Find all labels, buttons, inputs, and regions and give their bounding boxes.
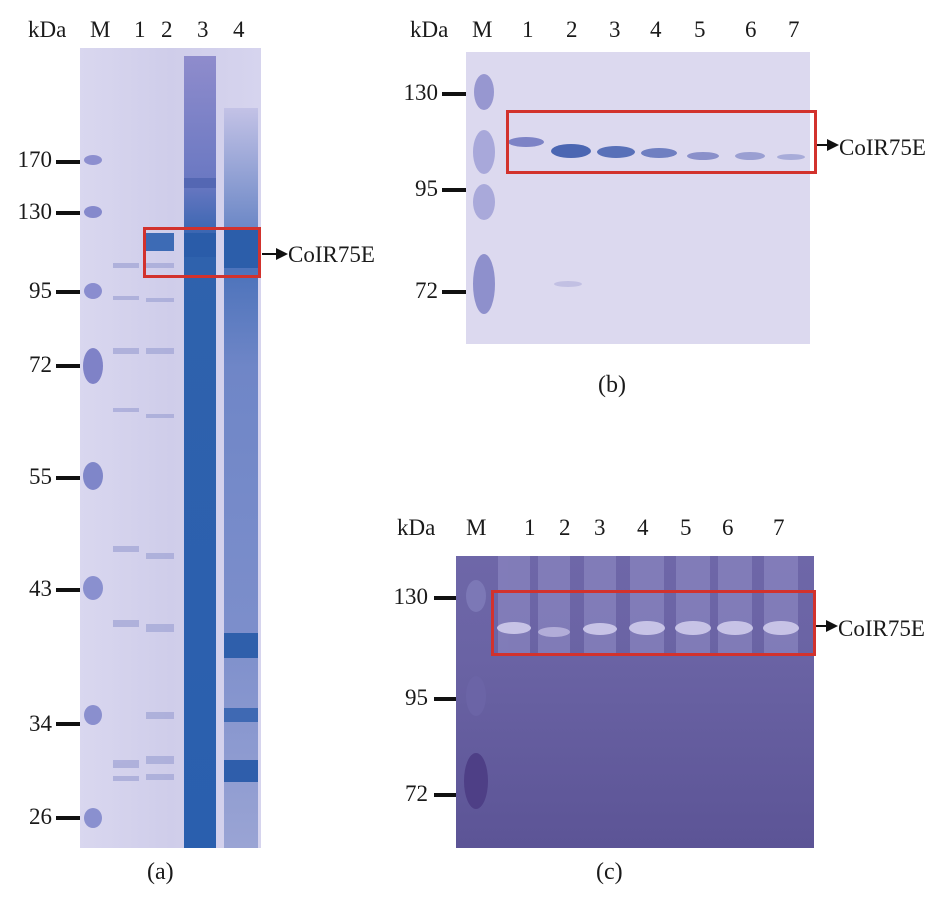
panel-b-lane-label: 2 [566, 17, 578, 42]
panel-a-marker-label: 72 [29, 352, 52, 377]
marker-tick [434, 596, 456, 600]
panel-b-lane-label: 1 [522, 17, 534, 42]
arrow-right-icon [816, 620, 838, 632]
panel-b-lane-label: 4 [650, 17, 662, 42]
highlight-box-b [506, 110, 817, 174]
panel-c-lane-label: 2 [559, 515, 571, 540]
panel-b-lane-label: 7 [788, 17, 800, 42]
marker-tick [56, 364, 80, 368]
marker-tick [434, 697, 456, 701]
panel-a-band-label: CoIR75E [288, 242, 375, 267]
panel-b-kda-header: kDa [410, 17, 449, 42]
panel-b-lane-label: 3 [609, 17, 621, 42]
panel-a-marker-label: 26 [29, 804, 52, 829]
panel-b-caption: (b) [598, 372, 626, 398]
panel-a-marker-label: 43 [29, 576, 52, 601]
panel-a-lane-label: 1 [134, 17, 146, 42]
gel-image-b [466, 52, 810, 344]
marker-tick [56, 290, 80, 294]
panel-a-marker-label: 55 [29, 464, 52, 489]
highlight-box-c [491, 590, 816, 656]
panel-c-lane-label: 6 [722, 515, 734, 540]
panel-c-lane-label: M [466, 515, 487, 540]
panel-c-marker-label: 72 [405, 781, 428, 806]
marker-tick [56, 588, 80, 592]
marker-tick [56, 722, 80, 726]
panel-a-marker-label: 130 [17, 199, 53, 224]
panel-b-band-label: CoIR75E [839, 135, 926, 160]
panel-b-marker-label: 95 [415, 176, 438, 201]
panel-b-marker-label: 130 [403, 80, 439, 105]
panel-a-marker-label: 95 [29, 278, 52, 303]
panel-b-lane-label: M [472, 17, 493, 42]
panel-c-lane-label: 4 [637, 515, 649, 540]
marker-tick [442, 188, 466, 192]
marker-tick [442, 92, 466, 96]
marker-tick [56, 211, 80, 215]
panel-b-lane-label: 5 [694, 17, 706, 42]
panel-b-lane-label: 6 [745, 17, 757, 42]
panel-c-lane-label: 7 [773, 515, 785, 540]
highlight-box-a [143, 227, 261, 278]
panel-c-marker-label: 130 [393, 584, 429, 609]
arrow-right-icon [817, 139, 839, 151]
panel-c-lane-label: 3 [594, 515, 606, 540]
arrow-right-icon [262, 248, 288, 260]
panel-c-marker-label: 95 [405, 685, 428, 710]
marker-tick [434, 793, 456, 797]
panel-a-lane-label: 4 [233, 17, 245, 42]
marker-tick [442, 290, 466, 294]
panel-b-marker-label: 72 [415, 278, 438, 303]
panel-a-lane-label: M [90, 17, 111, 42]
panel-c-kda-header: kDa [397, 515, 436, 540]
panel-c-band-label: CoIR75E [838, 616, 925, 641]
panel-a-lane-label: 2 [161, 17, 173, 42]
gel-image-c [456, 556, 814, 848]
panel-a-caption: (a) [147, 859, 174, 885]
panel-c-lane-label: 5 [680, 515, 692, 540]
panel-c-lane-label: 1 [524, 515, 536, 540]
panel-a-marker-label: 170 [17, 147, 53, 172]
panel-c-caption: (c) [596, 859, 623, 885]
marker-tick [56, 816, 80, 820]
gel-image-a [80, 48, 261, 848]
panel-a-kda-header: kDa [28, 17, 67, 42]
panel-a-marker-label: 34 [29, 711, 52, 736]
marker-tick [56, 160, 80, 164]
panel-a-lane-label: 3 [197, 17, 209, 42]
marker-tick [56, 476, 80, 480]
